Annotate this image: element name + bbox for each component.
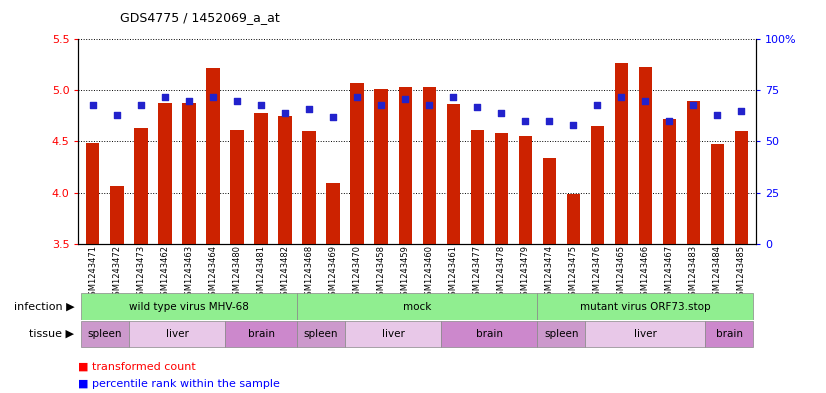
- Bar: [86, 143, 99, 244]
- Bar: [441, 321, 537, 347]
- Bar: [206, 68, 220, 244]
- Point: [86, 101, 99, 108]
- Bar: [111, 186, 124, 244]
- Bar: [129, 321, 225, 347]
- Bar: [615, 63, 628, 244]
- Bar: [225, 321, 297, 347]
- Bar: [374, 89, 387, 244]
- Point: [159, 94, 172, 100]
- Bar: [638, 67, 652, 244]
- Point: [710, 112, 724, 118]
- Bar: [495, 133, 508, 244]
- Bar: [423, 87, 436, 244]
- Text: mock: mock: [403, 301, 431, 312]
- Bar: [662, 119, 676, 244]
- Point: [423, 101, 436, 108]
- Bar: [567, 194, 580, 244]
- Text: GDS4775 / 1452069_a_at: GDS4775 / 1452069_a_at: [120, 11, 279, 24]
- Point: [615, 94, 628, 100]
- Bar: [302, 131, 316, 244]
- Bar: [230, 130, 244, 244]
- Bar: [471, 130, 484, 244]
- Bar: [350, 83, 363, 244]
- Bar: [537, 321, 586, 347]
- Point: [543, 118, 556, 124]
- Point: [254, 101, 268, 108]
- Point: [519, 118, 532, 124]
- Text: wild type virus MHV-68: wild type virus MHV-68: [129, 301, 249, 312]
- Point: [183, 97, 196, 104]
- Point: [111, 112, 124, 118]
- Bar: [705, 321, 753, 347]
- Text: brain: brain: [476, 329, 503, 339]
- Point: [326, 114, 339, 120]
- Point: [350, 94, 363, 100]
- Point: [302, 106, 316, 112]
- Bar: [326, 184, 339, 244]
- Text: mutant virus ORF73.stop: mutant virus ORF73.stop: [580, 301, 710, 312]
- Bar: [254, 113, 268, 244]
- Bar: [735, 131, 748, 244]
- Bar: [710, 143, 724, 244]
- Text: brain: brain: [716, 329, 743, 339]
- Point: [471, 104, 484, 110]
- Point: [567, 122, 580, 128]
- Bar: [183, 103, 196, 244]
- Bar: [297, 321, 345, 347]
- Bar: [591, 126, 604, 244]
- Text: liver: liver: [165, 329, 188, 339]
- Point: [206, 94, 220, 100]
- Bar: [81, 321, 129, 347]
- Point: [638, 97, 652, 104]
- Bar: [519, 136, 532, 244]
- Text: brain: brain: [248, 329, 274, 339]
- Point: [495, 110, 508, 116]
- Point: [447, 94, 460, 100]
- Bar: [586, 321, 705, 347]
- Bar: [135, 128, 148, 244]
- Bar: [686, 101, 700, 244]
- Text: ■ transformed count: ■ transformed count: [78, 362, 197, 371]
- Text: infection ▶: infection ▶: [14, 301, 74, 312]
- Point: [278, 110, 292, 116]
- Point: [686, 101, 700, 108]
- Text: ■ percentile rank within the sample: ■ percentile rank within the sample: [78, 379, 280, 389]
- Bar: [278, 116, 292, 244]
- Bar: [398, 87, 411, 244]
- Bar: [345, 321, 441, 347]
- Bar: [81, 293, 297, 320]
- Text: spleen: spleen: [544, 329, 578, 339]
- Bar: [537, 293, 753, 320]
- Bar: [543, 158, 556, 244]
- Point: [735, 108, 748, 114]
- Point: [374, 101, 387, 108]
- Text: spleen: spleen: [88, 329, 122, 339]
- Text: liver: liver: [634, 329, 657, 339]
- Bar: [447, 104, 460, 244]
- Text: liver: liver: [382, 329, 405, 339]
- Point: [230, 97, 244, 104]
- Bar: [297, 293, 537, 320]
- Point: [591, 101, 604, 108]
- Text: tissue ▶: tissue ▶: [30, 329, 74, 339]
- Point: [398, 95, 411, 102]
- Point: [662, 118, 676, 124]
- Text: spleen: spleen: [304, 329, 339, 339]
- Point: [135, 101, 148, 108]
- Bar: [159, 103, 172, 244]
